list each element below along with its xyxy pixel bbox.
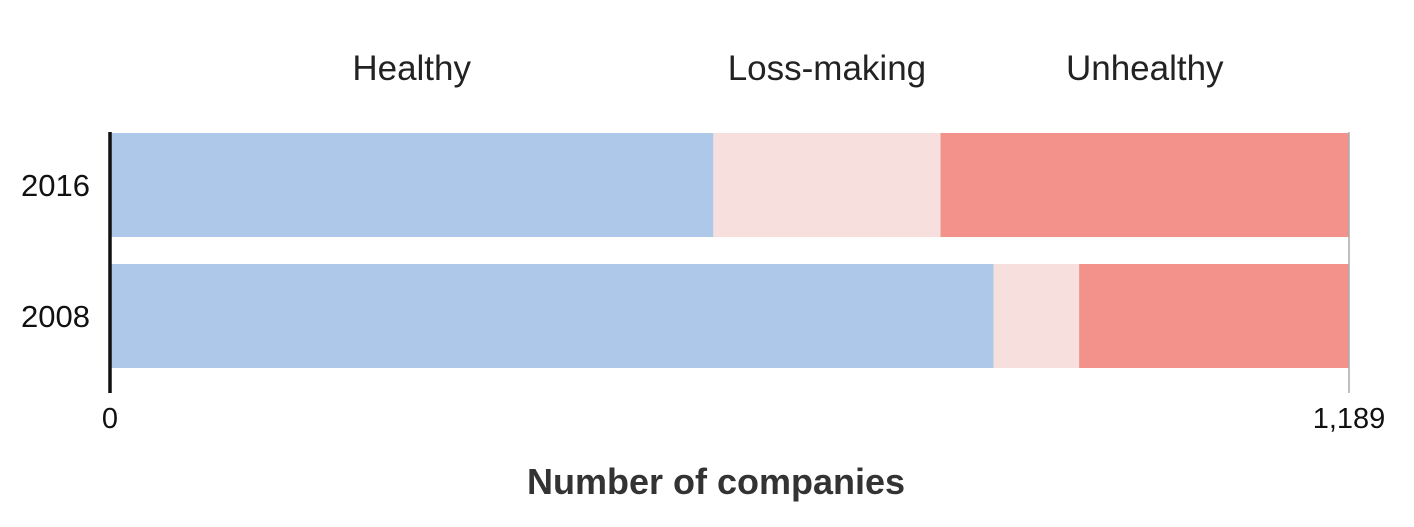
legend-label-loss-making: Loss-making xyxy=(728,49,926,88)
x-tick-label-max: 1,189 xyxy=(1313,403,1386,435)
legend: Healthy Loss-making Unhealthy xyxy=(352,49,1224,88)
bars xyxy=(110,133,1349,368)
legend-label-unhealthy: Unhealthy xyxy=(1066,49,1224,88)
category-label-2016: 2016 xyxy=(21,168,90,203)
bar-2016-unhealthy xyxy=(940,133,1349,237)
bar-2008-healthy xyxy=(110,264,994,368)
x-tick-label-min: 0 xyxy=(102,403,118,435)
bar-2016-healthy xyxy=(110,133,714,237)
legend-label-healthy: Healthy xyxy=(352,49,471,88)
bar-2008-loss-making xyxy=(993,264,1080,368)
category-label-2008: 2008 xyxy=(21,299,90,334)
bar-2008-unhealthy xyxy=(1079,264,1349,368)
x-axis-title: Number of companies xyxy=(527,461,905,502)
bar-2016-loss-making xyxy=(713,133,941,237)
axes: 2016 2008 0 1,189 xyxy=(21,132,1385,435)
